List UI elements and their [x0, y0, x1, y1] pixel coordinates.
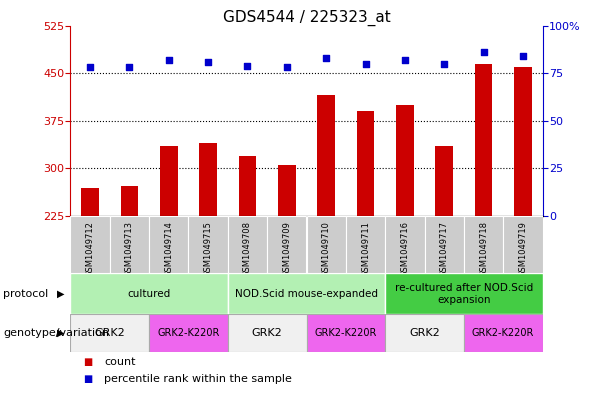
Text: GRK2-K220R: GRK2-K220R: [158, 328, 219, 338]
Text: re-cultured after NOD.Scid
expansion: re-cultured after NOD.Scid expansion: [395, 283, 533, 305]
Text: percentile rank within the sample: percentile rank within the sample: [104, 374, 292, 384]
Text: GRK2-K220R: GRK2-K220R: [314, 328, 377, 338]
Text: GSM1049718: GSM1049718: [479, 221, 488, 277]
Bar: [70, 216, 110, 273]
Text: GSM1049710: GSM1049710: [322, 221, 330, 277]
Text: GSM1049716: GSM1049716: [400, 221, 409, 277]
Text: ■: ■: [83, 374, 92, 384]
Point: [321, 55, 331, 61]
Text: GRK2: GRK2: [94, 328, 125, 338]
Text: ▶: ▶: [57, 328, 64, 338]
Point: [479, 49, 489, 55]
Text: ▶: ▶: [57, 289, 64, 299]
Bar: [149, 314, 228, 352]
Text: GSM1049715: GSM1049715: [204, 221, 213, 277]
Bar: [385, 273, 543, 314]
Text: GRK2: GRK2: [409, 328, 440, 338]
Point: [204, 59, 213, 65]
Bar: [346, 216, 385, 273]
Text: GRK2: GRK2: [252, 328, 283, 338]
Bar: [70, 273, 228, 314]
Bar: [82, 187, 99, 216]
Text: GSM1049709: GSM1049709: [283, 221, 291, 277]
Bar: [121, 186, 139, 216]
Text: ■: ■: [83, 357, 92, 367]
Bar: [110, 216, 149, 273]
Point: [243, 62, 253, 69]
Point: [164, 57, 173, 63]
Bar: [514, 67, 531, 216]
Text: protocol: protocol: [3, 289, 48, 299]
Point: [440, 61, 449, 67]
Text: genotype/variation: genotype/variation: [3, 328, 109, 338]
Bar: [396, 105, 414, 216]
Text: cultured: cultured: [128, 289, 171, 299]
Text: GSM1049711: GSM1049711: [361, 221, 370, 277]
Text: GSM1049708: GSM1049708: [243, 221, 252, 277]
Bar: [503, 216, 543, 273]
Bar: [435, 146, 453, 216]
Point: [518, 53, 528, 59]
Point: [360, 61, 370, 67]
Bar: [424, 216, 464, 273]
Bar: [267, 216, 306, 273]
Bar: [306, 314, 385, 352]
Bar: [474, 64, 492, 216]
Bar: [278, 165, 295, 216]
Bar: [149, 216, 189, 273]
Bar: [464, 216, 503, 273]
Text: NOD.Scid mouse-expanded: NOD.Scid mouse-expanded: [235, 289, 378, 299]
Bar: [228, 216, 267, 273]
Bar: [199, 143, 217, 216]
Bar: [228, 273, 385, 314]
Text: GRK2-K220R: GRK2-K220R: [472, 328, 535, 338]
Point: [124, 64, 134, 71]
Bar: [464, 314, 543, 352]
Point: [282, 64, 292, 71]
Text: GDS4544 / 225323_at: GDS4544 / 225323_at: [223, 10, 390, 26]
Bar: [357, 111, 375, 216]
Point: [400, 57, 409, 63]
Bar: [385, 314, 464, 352]
Bar: [385, 216, 424, 273]
Point: [85, 64, 95, 71]
Bar: [70, 314, 149, 352]
Bar: [189, 216, 228, 273]
Text: count: count: [104, 357, 135, 367]
Text: GSM1049714: GSM1049714: [164, 221, 173, 277]
Text: GSM1049713: GSM1049713: [125, 221, 134, 277]
Text: GSM1049717: GSM1049717: [440, 221, 449, 277]
Bar: [238, 156, 256, 216]
Bar: [318, 95, 335, 216]
Bar: [228, 314, 306, 352]
Bar: [306, 216, 346, 273]
Text: GSM1049712: GSM1049712: [86, 221, 94, 277]
Bar: [160, 146, 178, 216]
Text: GSM1049719: GSM1049719: [519, 221, 527, 277]
